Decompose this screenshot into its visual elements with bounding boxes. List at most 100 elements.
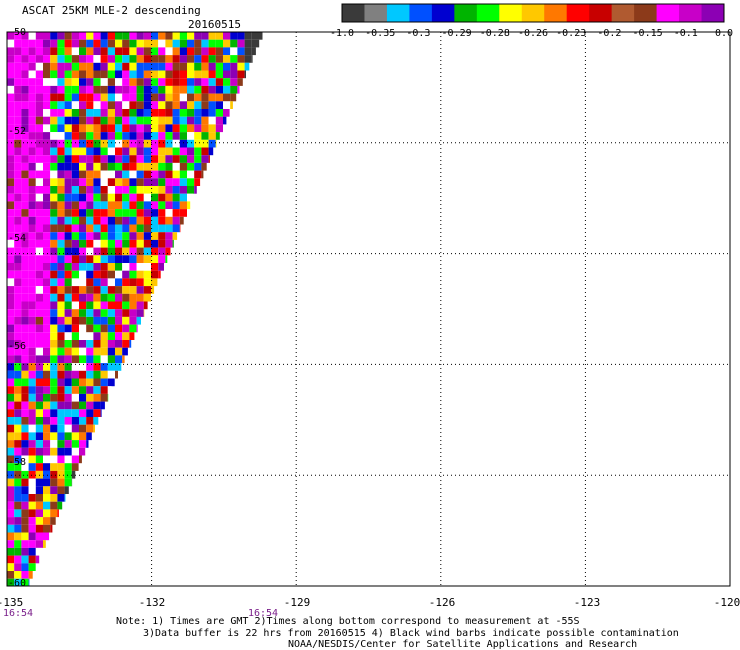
- data-cell: [21, 563, 29, 571]
- data-cell: [122, 216, 130, 225]
- data-cell: [165, 93, 173, 102]
- data-cell: [50, 509, 58, 518]
- data-cell: [57, 193, 65, 202]
- data-cell: [64, 139, 72, 148]
- data-cell: [14, 201, 22, 210]
- data-cell: [71, 39, 79, 48]
- data-cell: [107, 124, 115, 133]
- data-cell: [201, 101, 209, 109]
- data-cell: [79, 216, 87, 225]
- data-cell: [21, 70, 29, 79]
- data-cell: [79, 301, 87, 310]
- data-cell: [187, 155, 195, 163]
- data-cell: [172, 186, 180, 194]
- data-cell: [165, 201, 173, 210]
- data-cell: [100, 78, 108, 86]
- data-cell: [14, 401, 22, 410]
- y-tick-label: -50: [8, 27, 27, 38]
- data-cell: [64, 409, 72, 417]
- data-cell: [194, 124, 202, 133]
- data-cell: [158, 216, 166, 225]
- data-cell: [215, 101, 223, 109]
- data-cell: [50, 309, 58, 317]
- colorbar-swatch: [544, 4, 568, 22]
- data-cell: [165, 101, 173, 109]
- data-cell: [201, 124, 209, 133]
- data-cell: [14, 455, 22, 464]
- data-cell: [100, 55, 108, 63]
- data-cell: [223, 39, 231, 48]
- data-cell: [93, 332, 101, 340]
- data-cell: [93, 340, 101, 348]
- data-cell: [35, 524, 43, 533]
- data-cell: [215, 116, 223, 125]
- data-cell: [115, 155, 123, 163]
- data-cell: [100, 62, 108, 71]
- data-cell: [122, 270, 130, 279]
- data-cell: [21, 578, 29, 587]
- data-cell: [57, 447, 65, 456]
- data-cell: [79, 209, 87, 217]
- data-cell: [35, 463, 43, 471]
- y-tick-label: -52: [8, 126, 27, 137]
- data-cell: [50, 440, 58, 448]
- data-cell: [14, 186, 22, 194]
- data-cell: [57, 232, 65, 240]
- data-cell: [208, 78, 216, 86]
- data-cell: [158, 209, 166, 217]
- data-cell: [115, 224, 123, 233]
- data-cell: [107, 309, 115, 317]
- colorbar-label: -0.3: [406, 28, 430, 39]
- data-cell: [35, 540, 43, 548]
- data-cell: [50, 186, 58, 194]
- data-cell: [172, 101, 180, 109]
- data-cell: [179, 32, 187, 40]
- data-cell: [93, 386, 101, 394]
- data-cell: [122, 347, 128, 356]
- data-cell: [100, 32, 108, 40]
- data-cell: [136, 293, 144, 302]
- data-cell: [143, 216, 151, 225]
- data-cell: [86, 186, 94, 194]
- data-cell: [86, 286, 94, 294]
- data-cell: [14, 424, 22, 433]
- data-cell: [158, 32, 166, 40]
- data-cell: [43, 32, 51, 40]
- data-cell: [79, 132, 87, 140]
- data-cell: [50, 178, 58, 186]
- data-cell: [28, 85, 36, 94]
- data-cell: [79, 355, 87, 364]
- data-cell: [14, 263, 22, 271]
- data-cell: [93, 124, 101, 133]
- data-cell: [122, 186, 130, 194]
- data-cell: [165, 255, 168, 263]
- data-cell: [21, 440, 29, 448]
- data-cell: [208, 116, 216, 125]
- data-cell: [230, 70, 238, 79]
- data-cell: [57, 263, 65, 271]
- data-cell: [165, 78, 173, 86]
- data-cell: [57, 340, 65, 348]
- data-cell: [7, 378, 15, 387]
- data-cell: [21, 232, 29, 240]
- data-cell: [115, 70, 123, 79]
- data-cell: [93, 216, 101, 225]
- data-cell: [100, 286, 108, 294]
- data-cell: [50, 62, 58, 71]
- data-cell: [187, 186, 195, 194]
- data-cell: [107, 293, 115, 302]
- data-cell: [14, 247, 22, 256]
- data-cell: [230, 62, 238, 71]
- data-cell: [100, 409, 102, 417]
- data-cell: [237, 85, 240, 94]
- data-cell: [28, 239, 36, 248]
- data-cell: [86, 340, 94, 348]
- data-cell: [28, 178, 36, 186]
- data-cell: [223, 62, 231, 71]
- data-cell: [136, 270, 144, 279]
- data-cell: [194, 62, 202, 71]
- data-cell: [122, 178, 130, 186]
- data-cell: [71, 201, 79, 210]
- colorbar-swatch: [409, 4, 433, 22]
- data-cell: [14, 278, 22, 287]
